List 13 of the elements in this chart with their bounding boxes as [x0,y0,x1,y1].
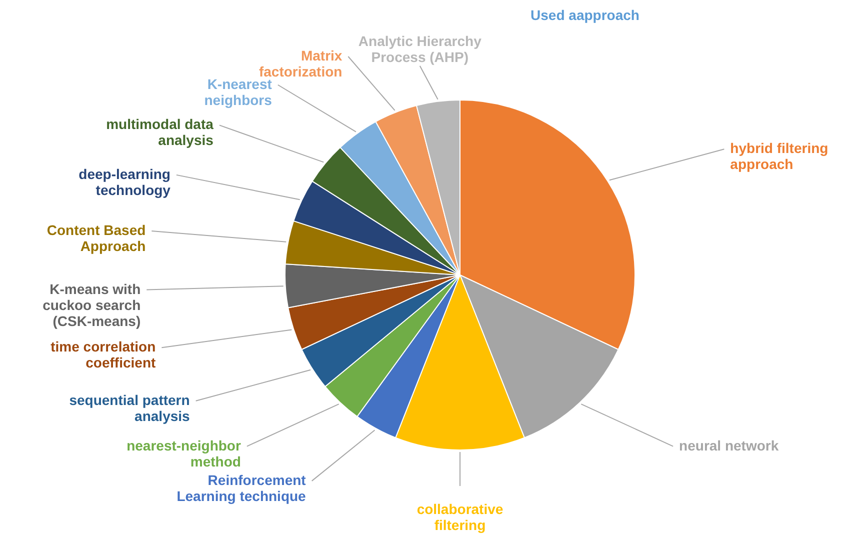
slice-label: collaborative filtering [416,501,504,533]
slice-label: Reinforcement Learning technique [176,472,306,504]
slice-label: deep-learning technology [78,166,171,198]
slice-label: K-means with cuckoo search (CSK-means) [42,280,141,329]
slice-label: time correlation coefficient [50,338,156,371]
slice-label: neural network [679,437,779,454]
chart-title: Used aapproach [530,7,640,23]
slice-label: hybrid filtering approach [730,140,828,172]
slice-label: multimodal data analysis [106,116,214,148]
slice-label: sequential pattern analysis [69,392,190,424]
slice-label: Content Based Approach [46,222,146,254]
slice-label: Analytic Hierarchy Process (AHP) [358,32,482,65]
slice-label: nearest-neighbor method [126,437,242,470]
